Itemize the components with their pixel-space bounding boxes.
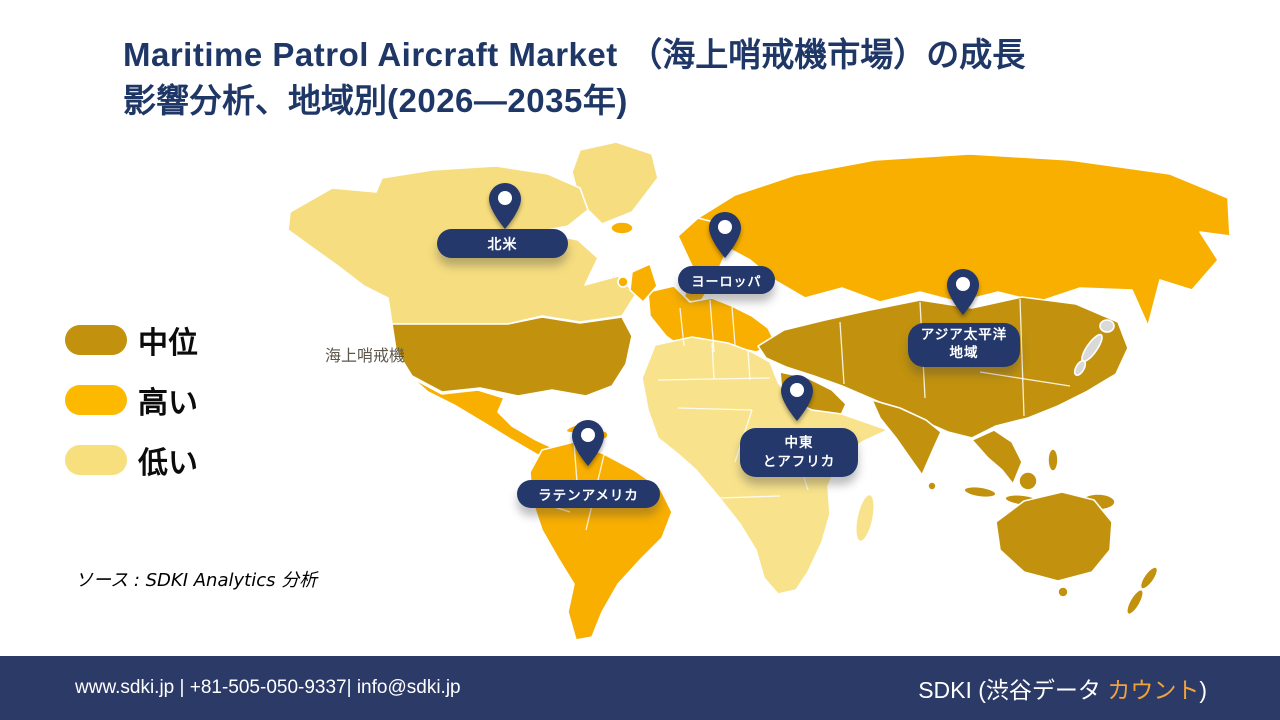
world-map xyxy=(280,140,1235,645)
region-label-north-america: 北米 xyxy=(437,229,568,258)
legend-swatch-medium xyxy=(65,325,127,355)
map-region-sumatra xyxy=(963,485,997,499)
region-label-asia-pacific: アジア太平洋 地域 xyxy=(908,323,1020,367)
brand-prefix: SDKI (渋谷データ xyxy=(918,677,1108,703)
map-region-sri-lanka xyxy=(927,481,937,491)
map-region-madagascar xyxy=(854,493,876,543)
map-region-philippines xyxy=(1047,448,1059,472)
map-region-australia xyxy=(995,491,1113,582)
legend-label-low: 低い xyxy=(138,446,198,481)
map-region-russia xyxy=(697,153,1231,327)
map-region-borneo xyxy=(1018,471,1038,491)
map-region-iceland xyxy=(610,221,634,235)
legend-swatch-high xyxy=(65,385,127,415)
source-note: ソース : SDKI Analytics 分析 xyxy=(75,570,318,591)
map-region-southeast-asia xyxy=(971,429,1023,485)
map-pin-icon-asia-pacific xyxy=(947,269,979,315)
region-label-text: アジア太平洋 xyxy=(920,327,1008,344)
legend-swatch-low xyxy=(65,445,127,475)
map-region-japan-hokkaido xyxy=(1099,319,1115,333)
map-pin-icon-europe xyxy=(709,212,741,258)
region-label-text: ヨーロッパ xyxy=(691,274,762,290)
map-pin-icon-north-america xyxy=(489,183,521,229)
map-region-usa xyxy=(391,316,633,397)
brand-accent: カウント xyxy=(1107,677,1200,703)
legend: 中位 高い 低い xyxy=(65,318,198,498)
legend-item-high: 高い xyxy=(65,378,198,422)
footer-contact: www.sdki.jp | +81-505-050-9337| info@sdk… xyxy=(75,677,461,698)
map-region-new-zealand-south xyxy=(1125,588,1145,616)
map-region-greenland xyxy=(571,141,659,225)
page-title: Maritime Patrol Aircraft Market （海上哨戒機市場… xyxy=(123,32,1238,124)
region-label-text: ラテンアメリカ xyxy=(538,488,639,504)
title-line2-japanese: 影響分析、地域別 xyxy=(123,81,387,121)
legend-item-low: 低い xyxy=(65,438,198,482)
brand-suffix: ) xyxy=(1199,677,1207,703)
region-label-latin-america: ラテンアメリカ xyxy=(517,480,660,508)
map-pin-icon-latin-america xyxy=(572,420,604,466)
map-region-tasmania xyxy=(1057,586,1069,598)
map-region-south-america xyxy=(529,441,673,641)
region-label-middle-east-africa: 中東 とアフリカ xyxy=(740,428,858,477)
title-english: Maritime Patrol Aircraft Market xyxy=(123,36,618,73)
region-label-text: 中東 xyxy=(784,435,814,452)
world-map-svg xyxy=(287,141,1231,641)
region-label-europe: ヨーロッパ xyxy=(678,266,775,294)
title-year-range: (2026—2035年) xyxy=(387,82,628,120)
region-label-text: とアフリカ xyxy=(762,453,836,470)
map-region-new-zealand-north xyxy=(1139,566,1159,590)
map-region-japan-kyushu xyxy=(1073,359,1087,377)
legend-label-medium: 中位 xyxy=(138,326,198,361)
title-line-1: Maritime Patrol Aircraft Market （海上哨戒機市場… xyxy=(123,32,1238,78)
footer-bar: www.sdki.jp | +81-505-050-9337| info@sdk… xyxy=(0,656,1280,720)
title-japanese: （海上哨戒機市場）の成長 xyxy=(617,35,1026,74)
title-line-2: 影響分析、地域別(2026—2035年) xyxy=(123,78,1238,124)
legend-label-high: 高い xyxy=(138,386,198,421)
map-region-ireland xyxy=(617,276,629,288)
map-region-uk xyxy=(629,263,658,303)
region-label-text: 地域 xyxy=(949,345,979,361)
map-region-india xyxy=(871,399,942,476)
legend-item-medium: 中位 xyxy=(65,318,198,362)
region-label-text: 北米 xyxy=(487,236,518,253)
map-pin-icon-middle-east-africa xyxy=(781,375,813,421)
map-watermark: 海上哨戒機 xyxy=(325,346,406,365)
footer-brand: SDKI (渋谷データ カウント) xyxy=(918,671,1207,705)
map-region-central-asia-china xyxy=(757,296,1129,439)
